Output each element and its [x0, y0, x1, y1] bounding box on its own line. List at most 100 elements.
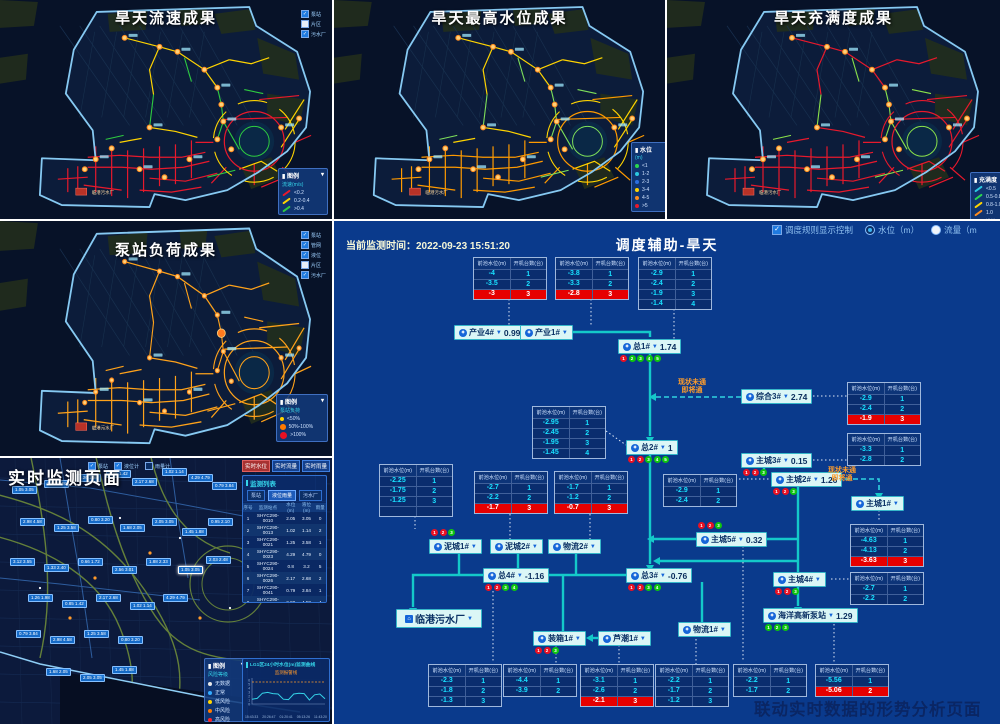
station-chip[interactable]: 2.98 4.58: [50, 636, 75, 644]
level-radio[interactable]: 水位（m）: [865, 224, 919, 236]
node-zonghe3[interactable]: ✦ 综合3# ▼ 2.74: [741, 389, 813, 404]
map-toggle-1[interactable]: ✓ 液位计: [114, 462, 139, 470]
station-chip[interactable]: 1.25 3.58: [84, 630, 109, 638]
station-chip[interactable]: 2.98 4.58: [20, 518, 45, 526]
station-chip[interactable]: 3.12 3.55: [10, 558, 35, 566]
node-zhucheng4[interactable]: ✦ 主城4# ▼: [773, 572, 826, 587]
station-chip[interactable]: 2.03 2.48: [44, 480, 69, 488]
station-chip[interactable]: 0.80 3.20: [88, 516, 113, 524]
node-chanye1[interactable]: ✦ 产业1# ▼: [520, 325, 573, 340]
station-chip[interactable]: 4.29 4.79: [188, 474, 213, 482]
station-chip[interactable]: 1.26 1.98: [28, 594, 53, 602]
checkbox-icon[interactable]: [145, 462, 154, 470]
node-zhucheng1[interactable]: ✦ 主城1# ▼: [851, 496, 904, 511]
node-zhuangxiang1[interactable]: ✦ 装箱1# ▼: [533, 631, 586, 646]
mode-button-2[interactable]: 实时雨量: [302, 460, 330, 472]
station-chip[interactable]: 0.79 3.84: [16, 630, 41, 638]
checkbox-icon[interactable]: ✓: [300, 30, 309, 38]
checkbox-icon[interactable]: ✓: [772, 225, 782, 235]
checkbox-icon[interactable]: ✓: [88, 462, 96, 470]
table-row[interactable]: 2 SHYC290-0013 1.02 1.14 2: [243, 524, 327, 536]
list-tab-0[interactable]: 泵站: [247, 490, 266, 501]
node-zhucheng3[interactable]: ✦ 主城3# ▼ 0.15: [741, 453, 813, 468]
rule-display-toggle[interactable]: ✓ 调度规则显示控制: [772, 224, 853, 236]
checkbox-icon[interactable]: ✓: [300, 271, 309, 279]
node-nicheng1[interactable]: ✦ 泥城1# ▼: [429, 539, 482, 554]
map-toggle-2[interactable]: 雨量计: [145, 462, 170, 470]
station-chip[interactable]: 0.95 2.10: [208, 518, 233, 526]
list-tab-2[interactable]: 污水厂: [299, 490, 323, 501]
node-wuliu1[interactable]: ✦ 物流1# ▼: [678, 622, 731, 637]
mode-button-1[interactable]: 实时流量: [272, 460, 300, 472]
station-chip[interactable]: 2.17 2.68: [132, 478, 157, 486]
layer-toggle-2[interactable]: ✓ 液位: [300, 251, 326, 259]
station-chip[interactable]: 1.68 2.05: [120, 524, 145, 532]
list-tab-1[interactable]: 液位雨量: [268, 490, 297, 501]
station-chip[interactable]: 2.05 3.05: [80, 674, 105, 682]
station-chip[interactable]: 0.85 1.42: [106, 470, 131, 478]
node-wsc[interactable]: ⌂ 临港污水厂 ▼: [396, 609, 482, 628]
cell: 1: [246, 515, 250, 521]
station-chip[interactable]: 2.56 3.01: [112, 566, 137, 574]
layer-toggle-0[interactable]: ✓ 泵站: [300, 231, 326, 239]
checkbox-icon[interactable]: [300, 261, 309, 269]
collapse-icon[interactable]: ▾: [320, 172, 324, 178]
layer-toggle-3[interactable]: 片区: [300, 261, 326, 269]
station-chip[interactable]: 1.45 1.88: [112, 666, 137, 674]
node-zhucheng5[interactable]: ✦ 主城5# ▼ 0.32: [696, 532, 768, 547]
node-zong4[interactable]: ✦ 总4# ▼ -1.16: [483, 568, 550, 583]
station-chip[interactable]: 1.26 1.98: [76, 474, 101, 482]
station-chip[interactable]: 2.03 2.48: [206, 556, 231, 564]
layer-toggle-2[interactable]: ✓ 污水厂: [300, 30, 326, 38]
radio-icon[interactable]: [865, 225, 876, 235]
checkbox-icon[interactable]: ✓: [300, 251, 309, 259]
checkbox-icon[interactable]: ✓: [114, 462, 123, 470]
station-chip[interactable]: 1.05 3.05: [178, 566, 203, 574]
node-wuliu2[interactable]: ✦ 物流2# ▼: [548, 539, 601, 554]
radio-icon[interactable]: [931, 225, 942, 235]
node-zong1[interactable]: ✦ 总1# ▼ 1.74: [618, 339, 682, 354]
station-chip[interactable]: 1.68 2.05: [46, 668, 71, 676]
layer-toggle-1[interactable]: 片区: [300, 20, 326, 28]
checkbox-icon[interactable]: [300, 20, 309, 28]
table-row[interactable]: 7 SHYC290-0041 0.79 3.84 1: [243, 584, 326, 596]
layer-toggle-1[interactable]: ✓ 管网: [300, 241, 326, 249]
table-row[interactable]: 1 SHYC290-0010 2.05 3.05 0: [243, 512, 326, 524]
table-row[interactable]: 3 SHYC290-0021 1.25 3.58 1: [243, 536, 326, 548]
station-chip[interactable]: 0.85 1.42: [62, 600, 87, 608]
station-chip[interactable]: 1.88 2.33: [146, 558, 171, 566]
table-row[interactable]: 6 SHYC290-0026 2.17 2.68 2: [243, 572, 327, 584]
node-nicheng2[interactable]: ✦ 泥城2# ▼: [490, 539, 543, 554]
station-chip[interactable]: 2.17 2.68: [96, 594, 121, 602]
collapse-icon[interactable]: ▾: [320, 397, 324, 404]
checkbox-icon[interactable]: ✓: [300, 231, 309, 239]
node-chanye4[interactable]: ✦ 产业4# ▼ 0.99: [454, 325, 526, 340]
station-chip[interactable]: 4.29 4.79: [163, 594, 188, 602]
station-chip[interactable]: 2.05 3.05: [152, 518, 177, 526]
station-chip[interactable]: 1.02 1.14: [162, 468, 187, 476]
node-zong3[interactable]: ✦ 总3# ▼ -0.76: [626, 568, 693, 583]
node-haiyang[interactable]: ✦ 海洋高新泵站 ▼ 1.29: [763, 608, 858, 623]
node-zong2[interactable]: ✦ 总2# ▼ 1: [626, 440, 678, 455]
checkbox-icon[interactable]: ✓: [300, 10, 309, 18]
station-chip[interactable]: 1.02 1.14: [130, 602, 155, 610]
station-chip[interactable]: 0.79 3.84: [212, 482, 237, 490]
level-cell: -2.7: [851, 585, 888, 594]
node-luchao1[interactable]: ✦ 芦潮1# ▼: [598, 631, 651, 646]
node-zhucheng2[interactable]: ✦ 主城2# ▼ 1.26: [771, 472, 843, 487]
layer-toggle-0[interactable]: ✓ 泵站: [300, 10, 326, 18]
flow-radio[interactable]: 流量（m: [931, 224, 977, 236]
table-row[interactable]: 8 SHYC290-0043 2.98 4.58 4: [243, 596, 327, 602]
mode-button-0[interactable]: 实时水位: [242, 460, 270, 472]
station-chip[interactable]: 0.80 3.20: [118, 636, 143, 644]
checkbox-icon[interactable]: ✓: [300, 241, 309, 249]
station-chip[interactable]: 0.66 1.72: [78, 558, 103, 566]
table-row[interactable]: 4 SHYC290-0023 4.29 4.79 0: [243, 548, 327, 560]
station-chip[interactable]: 1.45 1.88: [182, 528, 207, 536]
layer-toggle-4[interactable]: ✓ 污水厂: [300, 271, 326, 279]
map-toggle-0[interactable]: ✓ 泵站: [88, 462, 108, 470]
station-chip[interactable]: 1.25 3.58: [54, 524, 79, 532]
station-chip[interactable]: 1.05 3.05: [12, 486, 37, 494]
table-row[interactable]: 5 SHYC290-0024 0.8 3.2 5: [243, 560, 326, 572]
station-chip[interactable]: 1.33 2.40: [44, 564, 69, 572]
